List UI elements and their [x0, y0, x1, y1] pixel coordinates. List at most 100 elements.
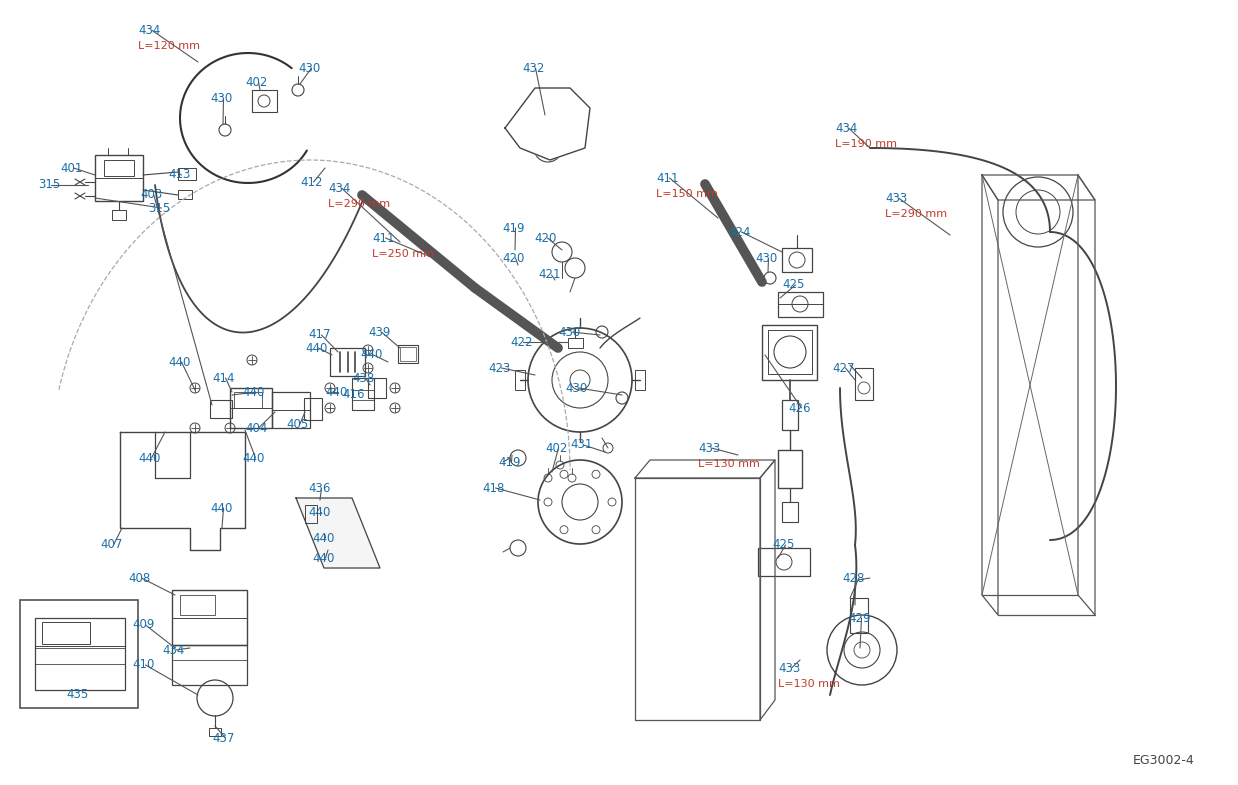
Text: 438: 438: [352, 371, 374, 385]
Polygon shape: [505, 88, 591, 160]
Text: L=130 mm: L=130 mm: [777, 679, 839, 689]
Bar: [758, 548, 810, 576]
Text: 401: 401: [59, 162, 83, 174]
Text: EG3002-4: EG3002-4: [1133, 754, 1195, 766]
Text: 435: 435: [67, 688, 89, 702]
Text: 436: 436: [308, 481, 331, 495]
Text: 405: 405: [286, 418, 308, 432]
Bar: [234, 392, 262, 408]
Bar: [635, 370, 645, 390]
Text: 430: 430: [565, 382, 587, 395]
Text: 422: 422: [510, 335, 532, 349]
Text: 315: 315: [38, 178, 61, 192]
Bar: [782, 400, 799, 430]
Bar: [178, 190, 192, 199]
Text: 413: 413: [168, 169, 191, 181]
Bar: [515, 370, 525, 390]
Text: 427: 427: [832, 362, 854, 374]
Text: 434: 434: [328, 181, 350, 195]
Polygon shape: [296, 498, 380, 568]
Bar: [253, 90, 277, 112]
Bar: [768, 330, 812, 374]
Bar: [397, 345, 418, 363]
Text: 433: 433: [885, 192, 907, 205]
Bar: [777, 450, 802, 488]
Text: 315: 315: [149, 202, 171, 214]
Bar: [782, 502, 799, 522]
Bar: [525, 118, 569, 148]
Text: 416: 416: [342, 389, 364, 401]
Text: 420: 420: [534, 232, 556, 244]
Text: 440: 440: [308, 506, 331, 519]
Text: 423: 423: [488, 362, 510, 374]
Text: L=290 mm: L=290 mm: [885, 209, 947, 219]
Bar: [210, 400, 232, 418]
Text: 434: 434: [137, 24, 161, 36]
Text: 430: 430: [755, 251, 777, 265]
Text: 417: 417: [308, 328, 331, 341]
Bar: [368, 378, 386, 398]
Bar: [851, 598, 868, 633]
Bar: [172, 645, 248, 685]
Text: 433: 433: [698, 441, 721, 455]
Text: 440: 440: [210, 502, 233, 514]
Text: 408: 408: [128, 571, 150, 585]
Text: 440: 440: [326, 385, 348, 399]
Text: 433: 433: [777, 662, 800, 674]
Bar: [305, 398, 322, 420]
Bar: [209, 728, 222, 736]
Text: 420: 420: [501, 251, 525, 265]
Text: L=130 mm: L=130 mm: [698, 459, 760, 469]
Bar: [782, 248, 812, 272]
Text: 412: 412: [300, 176, 323, 188]
Text: L=120 mm: L=120 mm: [137, 41, 201, 51]
Bar: [855, 368, 873, 400]
Bar: [568, 338, 583, 348]
Bar: [305, 505, 317, 523]
Bar: [230, 388, 272, 428]
Text: 440: 440: [241, 451, 265, 465]
Text: 426: 426: [789, 401, 811, 414]
Text: 425: 425: [773, 539, 795, 552]
Text: L=250 mm: L=250 mm: [371, 249, 435, 259]
Text: 440: 440: [312, 531, 334, 545]
Bar: [272, 392, 310, 428]
Bar: [111, 210, 126, 220]
Text: 402: 402: [545, 441, 567, 455]
Text: L=150 mm: L=150 mm: [656, 189, 718, 199]
Bar: [180, 595, 215, 615]
Text: 407: 407: [100, 539, 123, 552]
Text: 437: 437: [212, 732, 234, 744]
Text: 404: 404: [245, 422, 267, 435]
Text: 411: 411: [656, 171, 678, 184]
Bar: [20, 600, 137, 708]
Text: L=290 mm: L=290 mm: [328, 199, 390, 209]
Bar: [104, 160, 134, 176]
Bar: [763, 325, 817, 380]
Text: 440: 440: [168, 356, 191, 368]
Text: 403: 403: [140, 188, 162, 200]
Bar: [42, 622, 90, 644]
Text: 432: 432: [522, 61, 545, 75]
Text: 430: 430: [558, 326, 581, 338]
Text: 439: 439: [368, 326, 390, 338]
Text: 440: 440: [305, 341, 327, 355]
Text: L=190 mm: L=190 mm: [834, 139, 898, 149]
Text: 440: 440: [360, 349, 383, 362]
Text: 414: 414: [212, 371, 234, 385]
Bar: [178, 168, 196, 180]
Text: 429: 429: [848, 612, 870, 625]
Text: 419: 419: [498, 455, 520, 469]
Bar: [400, 347, 416, 361]
Text: 440: 440: [312, 552, 334, 564]
Text: 421: 421: [539, 268, 561, 282]
Text: 411: 411: [371, 232, 395, 244]
Text: 428: 428: [842, 571, 864, 585]
Text: 431: 431: [569, 439, 592, 451]
Text: 434: 434: [834, 122, 858, 134]
Bar: [777, 292, 823, 317]
Text: 430: 430: [298, 61, 321, 75]
Text: 419: 419: [501, 221, 525, 235]
Text: 425: 425: [782, 279, 805, 291]
Bar: [35, 618, 125, 690]
